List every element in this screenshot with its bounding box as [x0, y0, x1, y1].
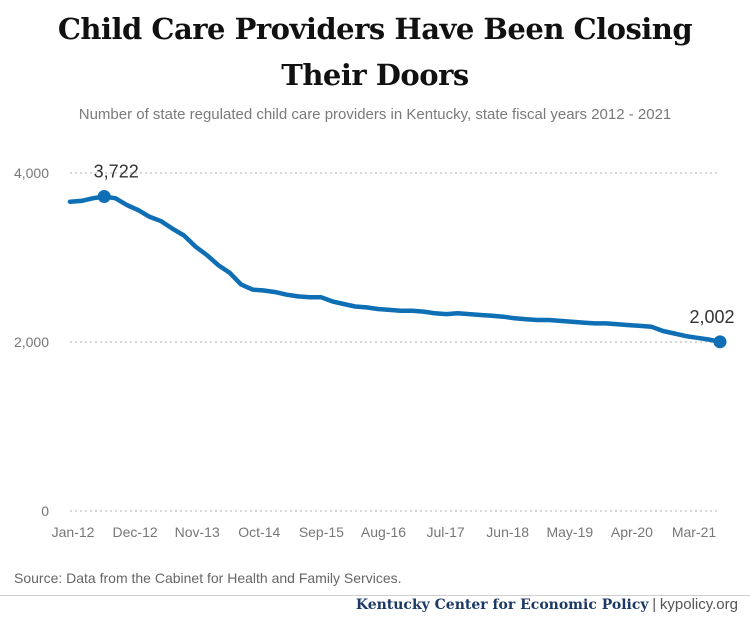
chart-subtitle: Number of state regulated child care pro… — [78, 106, 672, 123]
series-layer — [67, 194, 723, 345]
source-note: Source: Data from the Cabinet for Health… — [14, 570, 402, 586]
data-label: 2,002 — [689, 307, 734, 327]
x-tick-label: Nov-13 — [175, 524, 220, 540]
y-tick-label: 0 — [41, 503, 49, 519]
x-tick-label: Dec-12 — [113, 524, 158, 540]
footer-divider — [0, 595, 750, 596]
x-tick-label: Mar-21 — [672, 524, 717, 540]
y-tick-label: 2,000 — [14, 334, 49, 350]
x-tick-label: Sep-15 — [299, 524, 344, 540]
annotation-layer: 3,722 2,002 — [94, 161, 735, 349]
x-tick-label: Aug-16 — [361, 524, 406, 540]
data-point-marker — [97, 189, 111, 203]
data-label: 3,722 — [94, 161, 139, 181]
x-tick-label: Jul-17 — [427, 524, 465, 540]
chart-title-line-2: Their Doors — [281, 58, 469, 92]
x-tick-label: Jun-18 — [486, 524, 529, 540]
series-line — [67, 194, 723, 345]
footer-brand: Kentucky Center for Economic Policy | ky… — [356, 596, 738, 614]
x-tick-label: Apr-20 — [611, 524, 653, 540]
x-axis-ticks: Jan-12 Dec-12 Nov-13 Oct-14 Sep-15 Aug-16 Jul-… — [52, 524, 717, 540]
footer-separator: | — [652, 596, 657, 613]
site-link[interactable]: kypolicy.org — [659, 596, 738, 613]
line-chart: 0 2,000 4,000 Jan-12 Dec-12 Nov-13 Oct-14 Sep-… — [14, 161, 735, 540]
chart-title: Child Care Providers Have Been Closing T… — [0, 6, 750, 98]
x-tick-label: Oct-14 — [238, 524, 280, 540]
data-point-marker — [713, 335, 727, 349]
y-axis-ticks: 0 2,000 4,000 — [14, 165, 49, 519]
x-tick-label: May-19 — [546, 524, 593, 540]
org-name: Kentucky Center for Economic Policy — [355, 597, 649, 613]
y-tick-label: 4,000 — [14, 165, 49, 181]
x-tick-label: Jan-12 — [52, 524, 95, 540]
gridlines — [70, 172, 720, 512]
chart-title-line-1: Child Care Providers Have Been Closing — [57, 12, 693, 46]
